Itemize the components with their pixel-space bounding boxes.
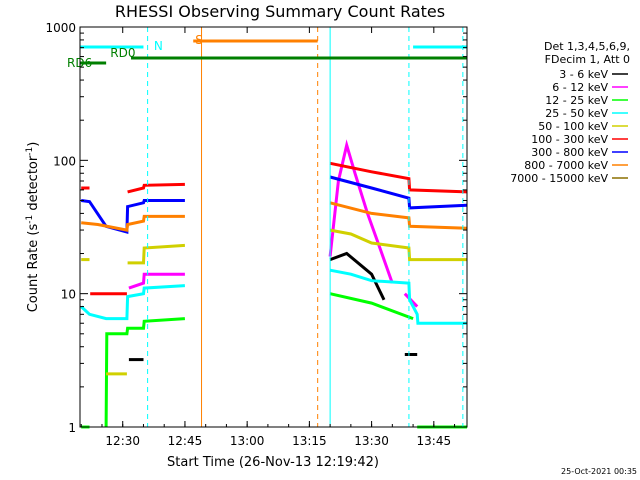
legend-entry: 12 - 25 keV <box>545 94 608 107</box>
series-line <box>328 139 394 284</box>
series-line <box>127 182 185 194</box>
series-line <box>104 317 185 428</box>
chart-title: RHESSI Observing Summary Count Rates <box>115 2 445 21</box>
series-line <box>81 214 185 232</box>
x-tick-label: 13:45 <box>417 434 452 448</box>
legend-entry: 6 - 12 keV <box>552 81 608 94</box>
legend-entry: 3 - 6 keV <box>559 68 608 81</box>
series-line <box>81 199 185 234</box>
y-tick-label: 1 <box>68 421 76 435</box>
series-line <box>329 292 414 321</box>
y-axis-label-main: Count Rate (s <box>26 224 41 313</box>
legend: Det 1,3,4,5,6,9, FDecim 1, Att 0 3 - 6 k… <box>510 40 630 185</box>
y-axis-label-mid: detector <box>26 155 41 215</box>
series-line <box>128 272 185 290</box>
x-tick-label: 13:15 <box>292 434 327 448</box>
x-axis-label: Start Time (26-Nov-13 12:19:42) <box>167 455 379 470</box>
series-line <box>329 228 467 262</box>
legend-header-line-1: Det 1,3,4,5,6,9, <box>544 40 630 53</box>
legend-entry: 300 - 800 keV <box>531 146 608 159</box>
x-tick-label: 12:30 <box>105 434 140 448</box>
flag-label: N <box>154 39 163 53</box>
series-line <box>127 243 185 265</box>
y-axis-label-sup1: -1 <box>25 215 35 224</box>
legend-entry: 50 - 100 keV <box>538 120 608 133</box>
legend-entry: 25 - 50 keV <box>545 107 608 120</box>
x-tick-label: 13:00 <box>230 434 265 448</box>
series-line <box>329 268 467 325</box>
plot-frame <box>79 26 468 428</box>
y-axis-label-sup2: -1 <box>25 147 35 156</box>
y-tick-label: 100 <box>53 154 76 168</box>
legend-entry: 100 - 300 keV <box>531 133 608 146</box>
series-line <box>329 251 386 301</box>
footer-timestamp: 25-Oct-2021 00:35 <box>561 467 637 476</box>
flag-label: RD0 <box>110 46 135 60</box>
series-line <box>329 161 468 194</box>
flag-label: S <box>195 33 203 47</box>
legend-entry: 800 - 7000 keV <box>524 159 608 172</box>
y-axis-label: Count Rate (s-1 detector-1) <box>25 142 41 313</box>
legend-header-line-2: FDecim 1, Att 0 <box>545 53 630 66</box>
y-tick-label: 10 <box>61 288 76 302</box>
y-axis-label-end: ) <box>26 142 41 147</box>
legend-entry: 7000 - 15000 keV <box>510 172 608 185</box>
x-tick-label: 12:45 <box>168 434 203 448</box>
x-tick-label: 13:30 <box>354 434 389 448</box>
series-line <box>80 284 185 321</box>
y-tick-label: 1000 <box>45 21 76 35</box>
